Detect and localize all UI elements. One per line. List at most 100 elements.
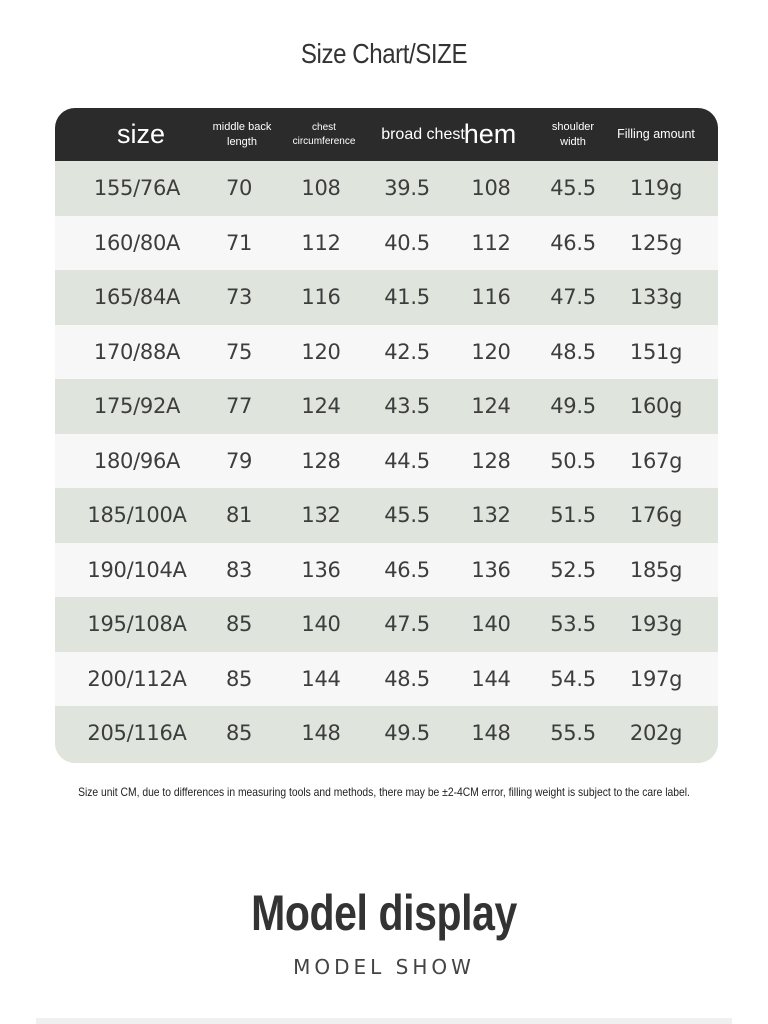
cell-filling-amount: 119g bbox=[629, 176, 683, 201]
cell-broad-chest: 44.5 bbox=[384, 448, 430, 473]
header-broad-chest: broad chest bbox=[381, 125, 465, 143]
cell-hem: 120 bbox=[471, 339, 511, 364]
cell-filling-amount: 197g bbox=[629, 666, 683, 691]
cell-hem: 132 bbox=[471, 503, 511, 528]
cell-filling-amount: 160g bbox=[629, 394, 683, 419]
cell-broad-chest: 45.5 bbox=[384, 503, 430, 528]
cell-hem: 148 bbox=[471, 721, 511, 746]
header-filling-amount: Filling amount bbox=[617, 127, 695, 142]
cell-broad-chest: 39.5 bbox=[384, 176, 430, 201]
cell-filling-amount: 151g bbox=[629, 339, 683, 364]
cell-filling-amount: 185g bbox=[629, 557, 683, 582]
cell-size: 155/76A bbox=[93, 176, 181, 201]
table-row: 155/76A 70 108 39.5 108 45.5 119g bbox=[55, 161, 718, 216]
cell-shoulder-width: 52.5 bbox=[550, 557, 596, 582]
cell-hem: 128 bbox=[471, 448, 511, 473]
cell-chest-circumference: 132 bbox=[301, 503, 341, 528]
header-middle-back-length: middle back length bbox=[212, 120, 272, 148]
cell-shoulder-width: 51.5 bbox=[550, 503, 596, 528]
table-row: 200/112A 85 144 48.5 144 54.5 197g bbox=[55, 651, 718, 706]
cell-middle-back-length: 77 bbox=[225, 394, 253, 419]
cell-shoulder-width: 48.5 bbox=[550, 339, 596, 364]
cell-size: 170/88A bbox=[93, 339, 181, 364]
cell-shoulder-width: 53.5 bbox=[550, 612, 596, 637]
cell-hem: 144 bbox=[471, 666, 511, 691]
cell-size: 160/80A bbox=[93, 230, 181, 255]
cell-filling-amount: 167g bbox=[629, 448, 683, 473]
cell-middle-back-length: 83 bbox=[225, 557, 253, 582]
cell-shoulder-width: 50.5 bbox=[550, 448, 596, 473]
cell-shoulder-width: 47.5 bbox=[550, 285, 596, 310]
header-chest-circumference: chest circumference bbox=[292, 122, 356, 147]
cell-hem: 112 bbox=[471, 230, 511, 255]
cell-filling-amount: 202g bbox=[629, 721, 683, 746]
cell-chest-circumference: 120 bbox=[301, 339, 341, 364]
cell-filling-amount: 133g bbox=[629, 285, 683, 310]
cell-hem: 116 bbox=[471, 285, 511, 310]
cell-filling-amount: 176g bbox=[629, 503, 683, 528]
table-header: size middle back length chest circumfere… bbox=[55, 108, 718, 161]
cell-shoulder-width: 46.5 bbox=[550, 230, 596, 255]
table-row: 180/96A 79 128 44.5 128 50.5 167g bbox=[55, 433, 718, 488]
cell-shoulder-width: 54.5 bbox=[550, 666, 596, 691]
cell-middle-back-length: 79 bbox=[225, 448, 253, 473]
model-show-subtitle: MODEL SHOW bbox=[293, 955, 475, 979]
cell-middle-back-length: 85 bbox=[225, 721, 253, 746]
page-title: Size Chart/SIZE bbox=[300, 38, 468, 69]
cell-shoulder-width: 45.5 bbox=[550, 176, 596, 201]
cell-shoulder-width: 55.5 bbox=[550, 721, 596, 746]
cell-size: 175/92A bbox=[93, 394, 181, 419]
cell-broad-chest: 48.5 bbox=[384, 666, 430, 691]
cell-middle-back-length: 70 bbox=[225, 176, 253, 201]
size-note: Size unit CM, due to differences in meas… bbox=[78, 785, 690, 799]
cell-hem: 136 bbox=[471, 557, 511, 582]
cell-filling-amount: 125g bbox=[629, 230, 683, 255]
cell-broad-chest: 41.5 bbox=[384, 285, 430, 310]
cell-broad-chest: 47.5 bbox=[384, 612, 430, 637]
header-hem: hem bbox=[463, 119, 517, 150]
cell-chest-circumference: 140 bbox=[301, 612, 341, 637]
cell-broad-chest: 46.5 bbox=[384, 557, 430, 582]
table-row: 195/108A 85 140 47.5 140 53.5 193g bbox=[55, 597, 718, 652]
cell-chest-circumference: 144 bbox=[301, 666, 341, 691]
cell-size: 205/116A bbox=[87, 721, 187, 746]
table-row: 160/80A 71 112 40.5 112 46.5 125g bbox=[55, 215, 718, 270]
cell-chest-circumference: 128 bbox=[301, 448, 341, 473]
cell-hem: 124 bbox=[471, 394, 511, 419]
cell-middle-back-length: 75 bbox=[225, 339, 253, 364]
cell-broad-chest: 42.5 bbox=[384, 339, 430, 364]
cell-shoulder-width: 49.5 bbox=[550, 394, 596, 419]
header-size: size bbox=[116, 119, 165, 150]
table-row: 185/100A 81 132 45.5 132 51.5 176g bbox=[55, 488, 718, 543]
cell-broad-chest: 40.5 bbox=[384, 230, 430, 255]
divider bbox=[36, 1018, 732, 1024]
table-row: 165/84A 73 116 41.5 116 47.5 133g bbox=[55, 270, 718, 325]
size-chart-table: size middle back length chest circumfere… bbox=[55, 108, 718, 763]
cell-filling-amount: 193g bbox=[629, 612, 683, 637]
cell-middle-back-length: 71 bbox=[225, 230, 253, 255]
cell-chest-circumference: 148 bbox=[301, 721, 341, 746]
cell-middle-back-length: 81 bbox=[225, 503, 253, 528]
cell-size: 165/84A bbox=[93, 285, 181, 310]
cell-size: 200/112A bbox=[87, 666, 187, 691]
cell-hem: 140 bbox=[471, 612, 511, 637]
cell-size: 195/108A bbox=[87, 612, 187, 637]
cell-chest-circumference: 112 bbox=[301, 230, 341, 255]
cell-middle-back-length: 85 bbox=[225, 666, 253, 691]
cell-chest-circumference: 136 bbox=[301, 557, 341, 582]
cell-broad-chest: 49.5 bbox=[384, 721, 430, 746]
table-row: 175/92A 77 124 43.5 124 49.5 160g bbox=[55, 379, 718, 434]
cell-size: 190/104A bbox=[87, 557, 187, 582]
cell-chest-circumference: 124 bbox=[301, 394, 341, 419]
cell-middle-back-length: 85 bbox=[225, 612, 253, 637]
cell-size: 180/96A bbox=[93, 448, 181, 473]
cell-chest-circumference: 116 bbox=[301, 285, 341, 310]
cell-chest-circumference: 108 bbox=[301, 176, 341, 201]
model-display-title: Model display bbox=[251, 885, 517, 941]
table-row: 205/116A 85 148 49.5 148 55.5 202g bbox=[55, 706, 718, 761]
cell-middle-back-length: 73 bbox=[225, 285, 253, 310]
header-shoulder-width: shoulder width bbox=[551, 120, 595, 148]
cell-hem: 108 bbox=[471, 176, 511, 201]
table-row: 190/104A 83 136 46.5 136 52.5 185g bbox=[55, 542, 718, 597]
cell-size: 185/100A bbox=[87, 503, 187, 528]
